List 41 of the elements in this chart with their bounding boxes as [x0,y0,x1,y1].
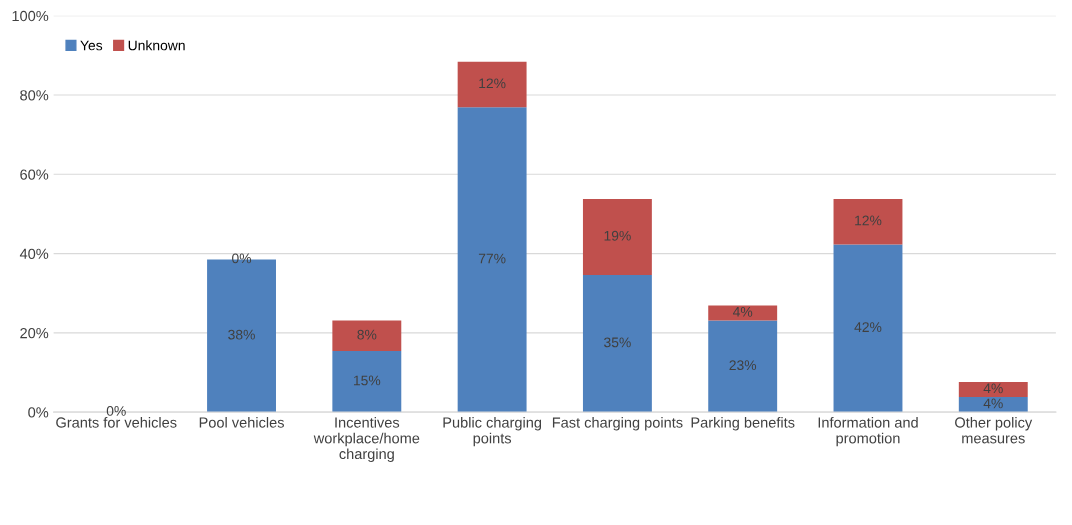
data-label: 23% [729,360,757,371]
x-tick-label: Information and promotion [818,416,918,447]
data-label: 15% [353,375,381,386]
x-tick-label: Fast charging points [552,416,683,431]
data-label: 38% [228,329,255,340]
data-label: 8% [357,329,377,340]
y-tick-label: 80% [20,90,49,101]
bar [457,61,527,108]
bar [582,274,652,413]
bar [708,305,778,321]
bar [833,244,903,413]
data-label: 12% [855,215,882,226]
y-tick-label: 40% [19,248,49,259]
bar [708,320,778,413]
data-label: 4% [983,398,1003,409]
data-label: 19% [604,230,631,241]
bar [457,107,527,413]
data-label: 35% [604,337,631,348]
data-label: 4% [983,383,1003,394]
y-tick-label: 0% [28,407,49,418]
y-tick-label: 100% [12,10,49,22]
bar [332,320,402,352]
y-tick-label: 60% [20,169,49,180]
x-tick-label: Public charging points [443,416,542,447]
x-tick-label: Grants for vehicles [56,416,177,428]
legend-label: Yes [80,40,103,51]
data-label: 42% [854,322,882,332]
bar [332,351,402,413]
bar [833,198,903,245]
bar [582,198,652,275]
x-tick-label: Other policy measures [955,416,1033,444]
x-tick-label: Pool vehicles [199,416,284,428]
y-tick-label: 20% [20,327,49,339]
data-label: 77% [478,253,506,264]
legend-label: Unknown [128,40,185,51]
data-label: 0% [106,406,126,416]
x-tick-label: Parking benefits [691,416,795,431]
x-tick-label: Incentives workplace/home charging [313,416,420,462]
bar [958,382,1028,398]
data-label: 12% [479,78,506,89]
data-label: 4% [732,306,753,317]
